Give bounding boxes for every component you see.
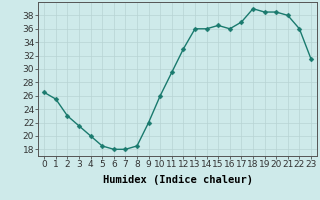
X-axis label: Humidex (Indice chaleur): Humidex (Indice chaleur) bbox=[103, 175, 252, 185]
